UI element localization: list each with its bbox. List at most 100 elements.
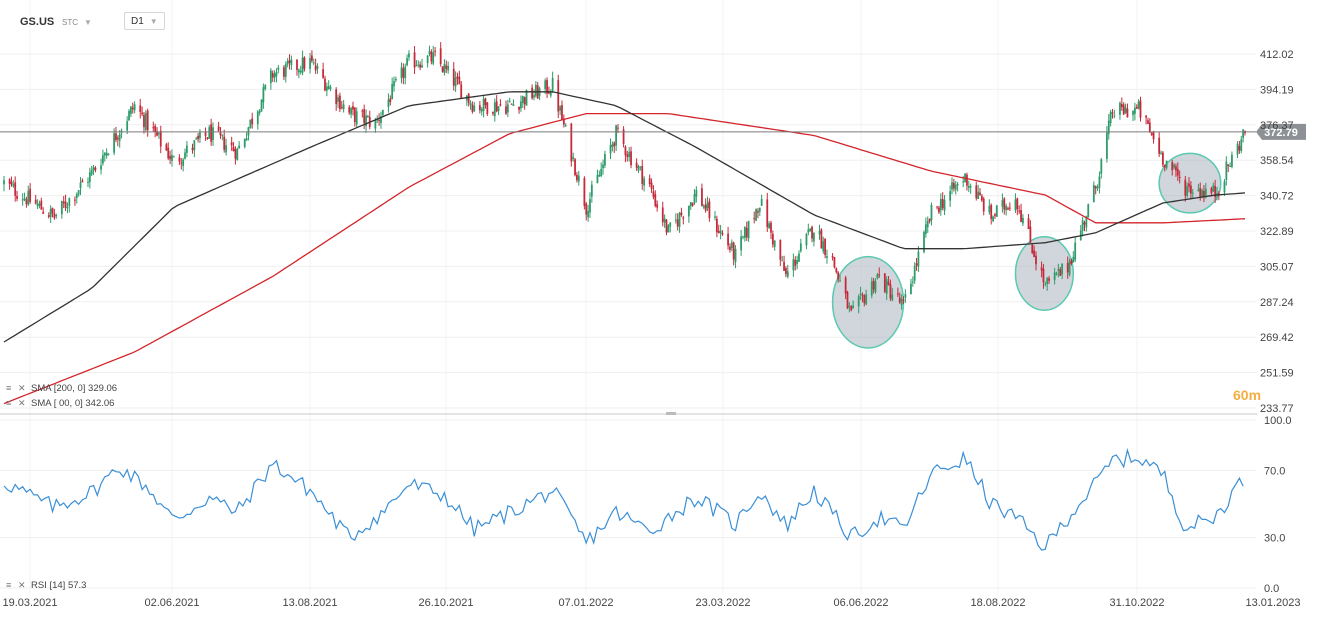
y-tick-label: 394.19 [1260, 84, 1294, 96]
candle-body [1238, 146, 1241, 151]
candle-body [523, 97, 526, 105]
candle [799, 238, 802, 253]
candle-body [1203, 190, 1205, 198]
candle-body [81, 180, 84, 183]
candle [1042, 263, 1045, 289]
candle-body [301, 57, 304, 73]
legend-sma200[interactable]: ≡ ✕ SMA [200, 0] 329.06 [6, 383, 117, 394]
symbol-label[interactable]: GS.US [20, 16, 55, 28]
candle [1001, 193, 1004, 213]
candle-body [66, 207, 69, 209]
candle [549, 89, 552, 98]
candle [559, 105, 562, 116]
candle [400, 62, 403, 84]
candle [329, 84, 332, 92]
candle [1008, 202, 1011, 211]
candle-body [432, 52, 435, 64]
candle-body [1074, 242, 1077, 260]
candle [495, 95, 498, 113]
candle [361, 109, 364, 118]
candle-body [615, 125, 618, 146]
legend-sma100[interactable]: ≡ ✕ SMA [ 00, 0] 342.06 [6, 398, 114, 409]
candle-body [159, 130, 162, 147]
candle [249, 119, 252, 129]
candle-body [103, 153, 106, 156]
candle-body [1046, 278, 1049, 284]
chevron-down-icon: ▼ [149, 16, 158, 26]
candle [1044, 281, 1047, 287]
candle-body [512, 104, 515, 106]
close-icon[interactable]: ✕ [18, 383, 26, 393]
candle [1163, 164, 1166, 172]
candle [100, 158, 102, 175]
y-tick-label: 251.59 [1260, 368, 1294, 380]
candle [561, 100, 563, 121]
candle-body [643, 178, 645, 186]
candle-body [126, 121, 129, 131]
candle [1100, 157, 1103, 179]
candle [926, 216, 929, 233]
candle [1081, 216, 1084, 237]
candle-body [758, 207, 761, 212]
candle-body [695, 190, 698, 197]
candle-body [185, 145, 188, 153]
candle [1018, 205, 1021, 215]
candle [415, 60, 418, 67]
candle-body [404, 66, 407, 79]
candle-body [167, 147, 170, 159]
x-tick-label: 31.10.2022 [1109, 597, 1164, 609]
candle [917, 246, 920, 272]
close-icon[interactable]: ✕ [18, 580, 26, 590]
candle-body [1005, 205, 1008, 211]
candle-body [1001, 200, 1004, 207]
close-icon[interactable]: ✕ [18, 398, 26, 408]
candle-body [691, 202, 694, 206]
y-tick-label: 322.89 [1260, 226, 1294, 238]
candle [691, 202, 694, 207]
candle-body [1096, 187, 1099, 189]
candle [417, 60, 420, 68]
candle [480, 106, 483, 116]
candle [14, 176, 17, 202]
candle [557, 74, 560, 119]
legend-rsi[interactable]: ≡ ✕ RSI [14] 57.3 [6, 580, 86, 591]
pane-resize-handle[interactable] [666, 412, 676, 415]
candle [951, 177, 953, 195]
candle-body [480, 108, 483, 112]
candle-body [590, 184, 593, 197]
candle [335, 87, 338, 111]
candle [36, 199, 39, 209]
highlight-ellipse [1014, 235, 1075, 311]
candle-body [146, 110, 149, 131]
candle-body [878, 274, 881, 276]
candle-body [1070, 260, 1073, 264]
candle-body [755, 208, 757, 221]
rsi-tick-label: 100.0 [1264, 415, 1292, 427]
candle-body [264, 84, 267, 89]
candle-body [1120, 103, 1123, 108]
candle-body [1113, 115, 1116, 117]
candle-body [661, 207, 664, 223]
candle [238, 141, 241, 149]
sma-group [3, 91, 1246, 405]
timeframe-selector[interactable]: D1 ▼ [124, 12, 165, 30]
rsi-group [3, 447, 1244, 551]
candle-body [499, 104, 502, 106]
candle [94, 166, 97, 173]
candle [732, 241, 735, 266]
candle-body [363, 109, 366, 124]
candle [353, 107, 356, 127]
candle [1197, 183, 1200, 192]
candle-body [1014, 199, 1017, 211]
source-selector[interactable]: STC ▼ [62, 12, 92, 32]
candle-body [872, 280, 875, 290]
candle [1165, 160, 1168, 170]
candle [729, 243, 731, 253]
candle [1171, 159, 1174, 176]
candle-body [883, 273, 886, 292]
y-tick-label: 358.54 [1260, 155, 1294, 167]
candle [857, 294, 860, 314]
candle [548, 86, 550, 95]
